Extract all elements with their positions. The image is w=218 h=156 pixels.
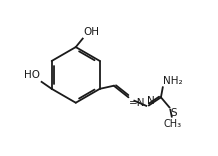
Text: HO: HO <box>24 70 40 80</box>
Text: OH: OH <box>83 27 99 37</box>
Text: NH₂: NH₂ <box>164 76 183 86</box>
Text: CH₃: CH₃ <box>163 119 181 129</box>
Text: N: N <box>146 95 154 105</box>
Text: =N: =N <box>129 98 146 108</box>
Text: S: S <box>170 108 177 118</box>
